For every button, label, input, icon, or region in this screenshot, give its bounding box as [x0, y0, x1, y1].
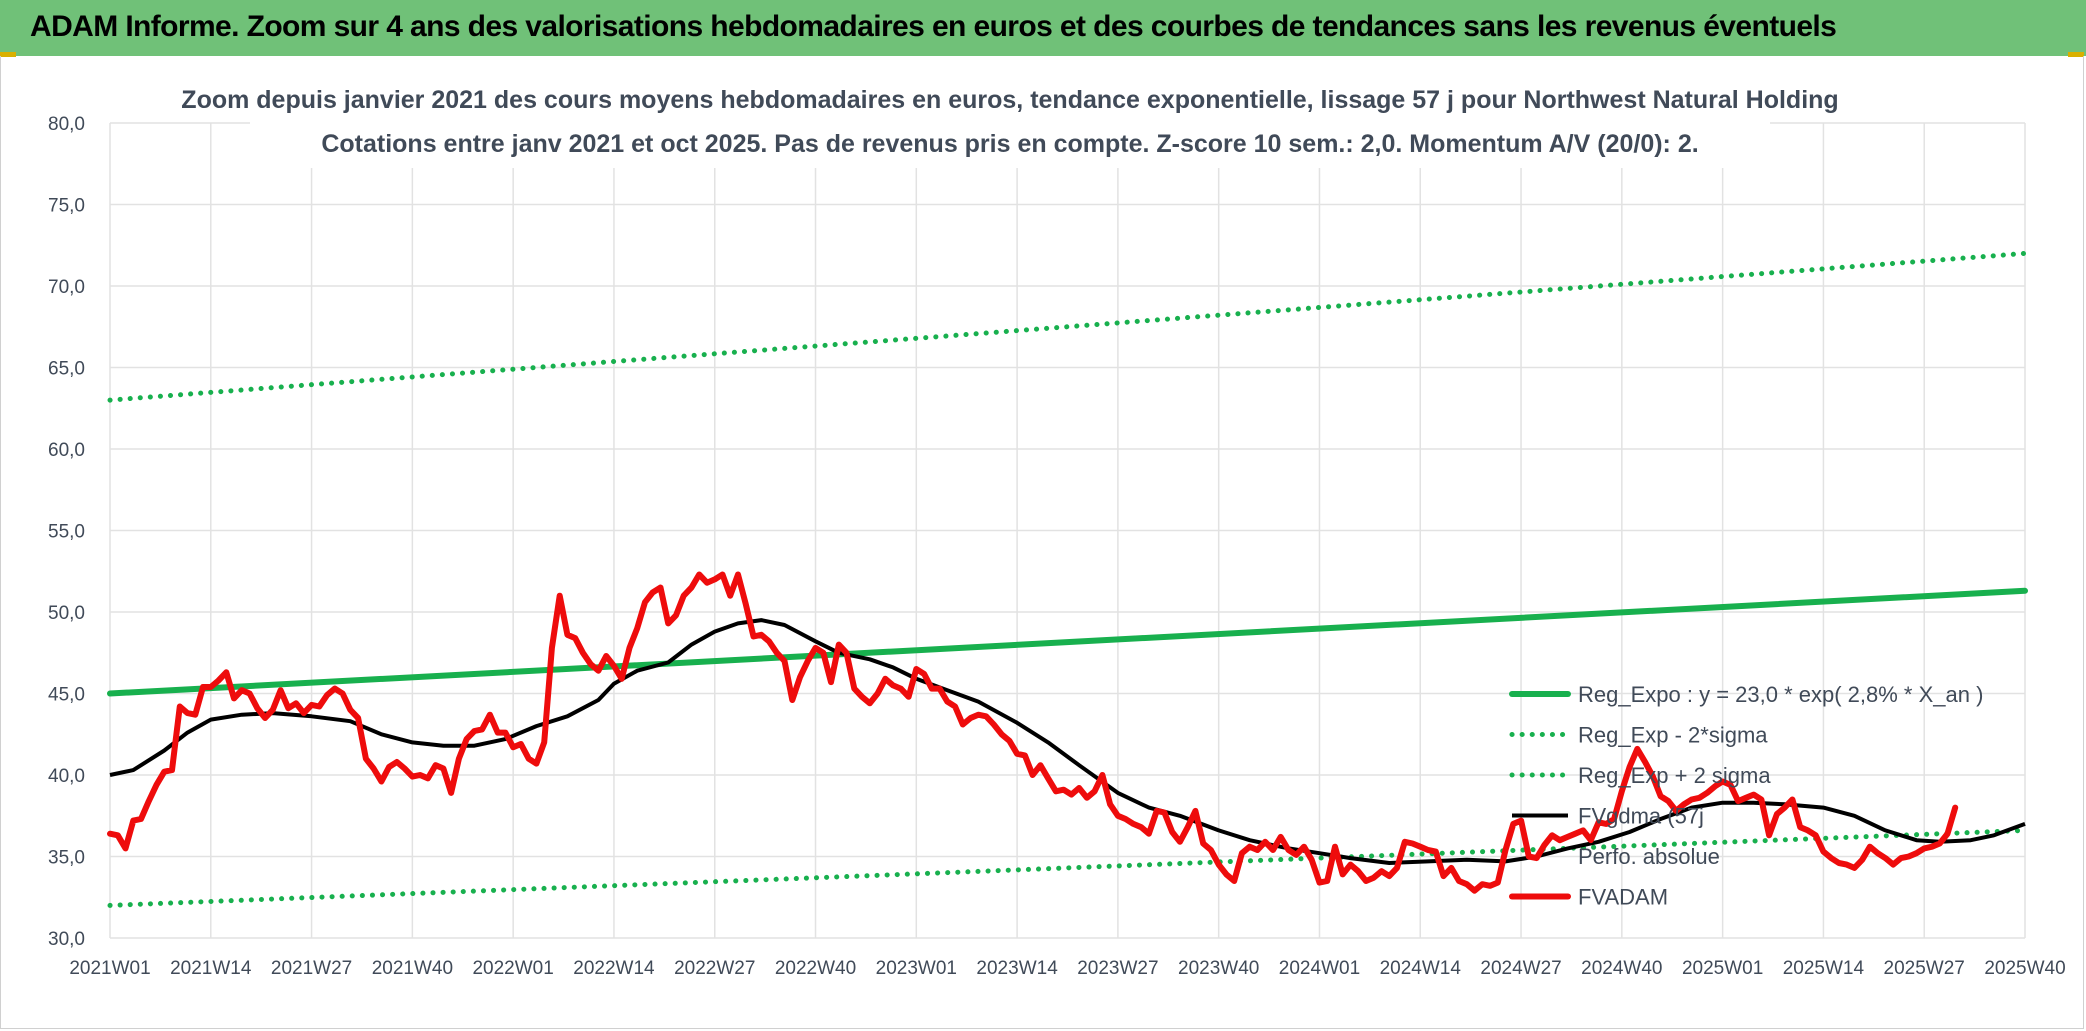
x-tick-label: 2023W14: [976, 958, 1058, 979]
x-tick-label: 2021W01: [69, 958, 150, 979]
y-tick-label: 35,0: [48, 848, 85, 869]
x-tick-label: 2024W27: [1480, 958, 1561, 979]
x-tick-label: 2024W01: [1279, 958, 1360, 979]
y-tick-label: 30,0: [48, 929, 85, 950]
x-tick-label: 2025W27: [1884, 958, 1965, 979]
y-tick-label: 60,0: [48, 440, 85, 461]
x-tick-label: 2022W14: [573, 958, 655, 979]
title-backdrop: [250, 82, 1770, 168]
series-line-3: [109, 618, 2026, 865]
y-tick-label: 70,0: [48, 277, 85, 298]
x-tick-label: 2025W40: [1984, 958, 2065, 979]
x-tick-label: 2022W40: [775, 958, 856, 979]
x-tick-label: 2021W14: [170, 958, 252, 979]
series-group: [107, 250, 2028, 908]
header-banner: [0, 0, 2086, 56]
x-tick-label: 2024W14: [1380, 958, 1462, 979]
y-tick-label: 45,0: [48, 685, 85, 706]
legend-label: Reg_Exp - 2*sigma: [1578, 723, 1768, 748]
legend-label: Reg_Exp + 2 sigma: [1578, 763, 1771, 788]
x-tick-label: 2021W27: [271, 958, 352, 979]
x-tick-label: 2024W40: [1581, 958, 1662, 979]
y-tick-label: 75,0: [48, 196, 85, 217]
y-axis: 30,0 35,0 40,0 45,0 50,0 55,0 60,0 65,0 70,0 75,0…: [48, 114, 85, 950]
legend-label: Reg_Expo : y = 23,0 * exp( 2,8% * X_an ): [1578, 682, 1983, 707]
chart-frame: [0, 56, 2084, 1029]
x-tick-label: 2023W27: [1077, 958, 1158, 979]
page-title: ADAM Informe. Zoom sur 4 ans des valoris…: [30, 10, 1837, 43]
x-tick-label: 2022W27: [674, 958, 755, 979]
series-line-5: [107, 571, 1959, 894]
series-line-2: [107, 250, 2028, 403]
x-tick-label: 2025W14: [1783, 958, 1865, 979]
x-tick-label: 2023W40: [1178, 958, 1259, 979]
chart-subtitle: Cotations entre janv 2021 et oct 2025. P…: [321, 130, 1698, 158]
corner-mark-right: [2068, 52, 2084, 57]
y-tick-label: 65,0: [48, 359, 85, 380]
y-tick-label: 40,0: [48, 766, 85, 787]
chart-grid: [109, 122, 2026, 939]
x-tick-label: 2021W40: [372, 958, 453, 979]
y-tick-label: 80,0: [48, 114, 85, 135]
chart-title: Zoom depuis janvier 2021 des cours moyen…: [181, 86, 1838, 114]
legend-label: Perfo. absolue: [1578, 844, 1720, 869]
y-tick-label: 50,0: [48, 603, 85, 624]
x-tick-label: 2022W01: [472, 958, 553, 979]
legend: Reg_Expo : y = 23,0 * exp( 2,8% * X_an )…: [1509, 682, 1983, 910]
y-tick-label: 55,0: [48, 522, 85, 543]
x-tick-label: 2023W01: [876, 958, 957, 979]
series-line-1: [107, 827, 2028, 908]
x-axis: 2021W01 2021W14 2021W27 2021W40 2022W01 2022W…: [69, 958, 2065, 979]
corner-mark-left: [0, 52, 16, 57]
series-line-0: [107, 587, 2028, 697]
x-tick-label: 2025W01: [1682, 958, 1763, 979]
legend-label: FVADAM: [1578, 885, 1668, 910]
legend-label: FVgdma (57j: [1578, 804, 1704, 829]
